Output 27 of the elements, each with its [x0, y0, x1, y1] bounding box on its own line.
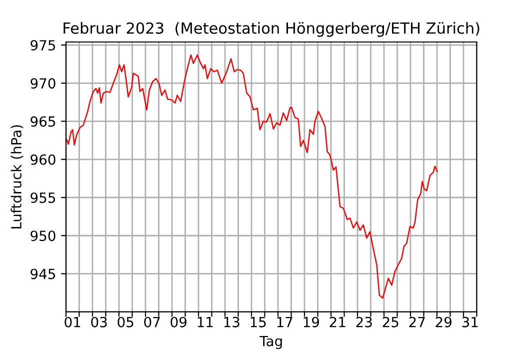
y-tick-label: 950: [30, 230, 56, 242]
x-tick-label: 07: [144, 316, 160, 328]
chart-title: Februar 2023 (Meteostation Hönggerberg/ETH Zürich): [64, 22, 480, 37]
x-tick-label: 23: [356, 316, 372, 328]
x-tick-label: 15: [250, 317, 266, 328]
x-tick-label: 05: [118, 316, 134, 328]
x-tick-label: 29: [436, 316, 452, 328]
x-tick-label: 01: [64, 316, 80, 328]
line-series: [66, 54, 438, 299]
y-tick-label: 970: [30, 78, 56, 89]
x-tick-label: 21: [330, 316, 346, 328]
y-tick-label: 975: [30, 40, 56, 51]
x-tick-label: 25: [382, 316, 398, 328]
x-tick-label: 09: [170, 316, 186, 328]
y-tick-label: 965: [30, 116, 56, 127]
y-tick-label: 955: [30, 192, 56, 203]
y-tick-label: 960: [30, 154, 56, 165]
x-tick-label: 19: [304, 316, 319, 328]
x-tick-label: 17: [277, 317, 292, 328]
x-tick-label: 13: [224, 316, 240, 328]
x-tick-label: 27: [409, 316, 425, 328]
x-tick-label: 11: [198, 317, 213, 328]
y-tick-label: 945: [30, 268, 56, 280]
x-tick-label: 03: [91, 316, 107, 328]
y-axis-title: Luftdruck (hPa): [10, 125, 24, 228]
x-tick-label: 31: [462, 316, 478, 328]
x-axis-title: Tag: [260, 336, 282, 350]
